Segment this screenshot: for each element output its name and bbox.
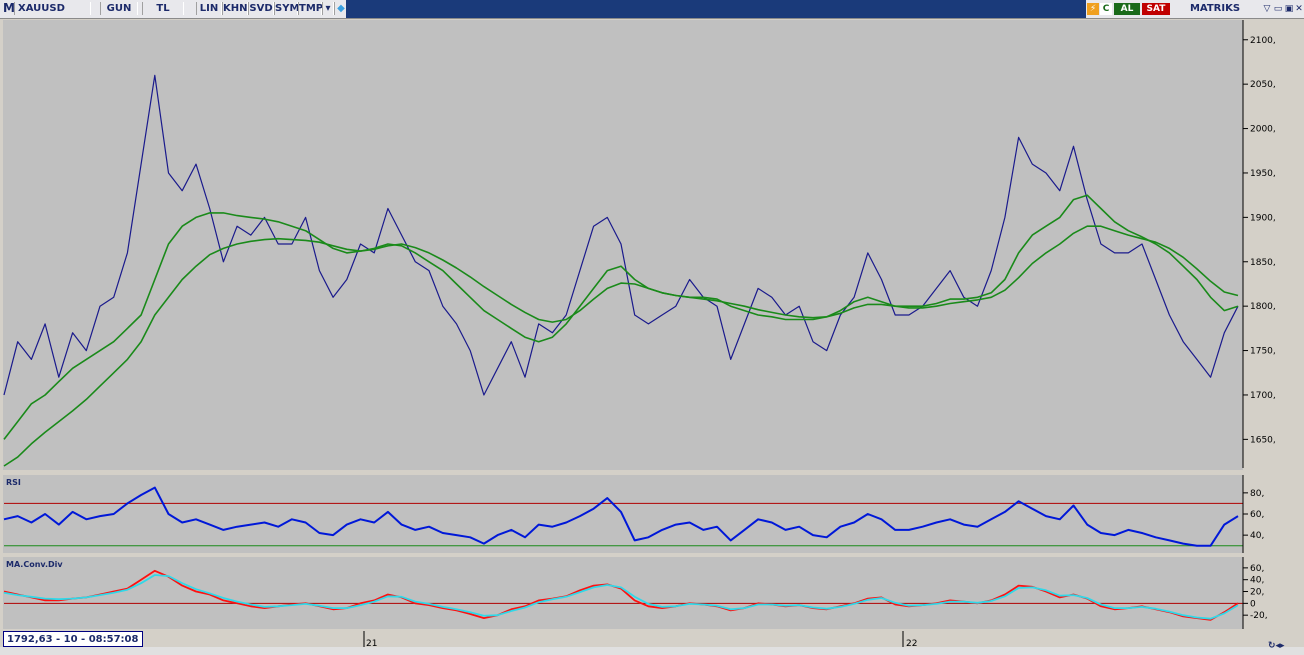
buy-button[interactable]: AL: [1114, 3, 1140, 15]
x-tick-22: 22: [906, 639, 917, 649]
period-button[interactable]: GUN: [100, 2, 138, 15]
title-bar: [346, 0, 1086, 18]
scroll-nav-icon[interactable]: ↻◂▸: [1268, 641, 1285, 651]
price-y-tick-label: 1650,: [1250, 435, 1276, 445]
price-y-tick-label: 2050,: [1250, 80, 1276, 90]
macd-y-tick-label: 40,: [1250, 576, 1264, 586]
macd-y-tick-label: 60,: [1250, 564, 1264, 574]
linear-button[interactable]: LIN: [196, 2, 222, 15]
c-button[interactable]: C: [1100, 3, 1112, 15]
restore-icon[interactable]: ▭: [1273, 4, 1283, 14]
macd-y-tick-label: 20,: [1250, 588, 1264, 598]
price-y-tick-label: 1900,: [1250, 213, 1276, 223]
khn-button[interactable]: KHN: [222, 2, 248, 15]
minimize-icon[interactable]: ▽: [1263, 4, 1271, 14]
x-tick-21: 21: [366, 639, 377, 649]
price-y-tick-label: 1800,: [1250, 302, 1276, 312]
macd-title: MA.Conv.Div: [6, 560, 63, 569]
tmp-button[interactable]: TMP: [298, 2, 324, 15]
price-series-0: [3, 74, 1239, 396]
brand-label: MATRIKS: [1189, 3, 1241, 14]
price-panel: [3, 20, 1243, 470]
sym-button[interactable]: SYM: [274, 2, 300, 15]
rsi-y-tick-label: 80,: [1250, 489, 1264, 499]
macd-series-1: [3, 574, 1239, 620]
maximize-icon[interactable]: ▣: [1284, 4, 1294, 14]
price-series-1: [3, 194, 1239, 440]
rsi-y-tick-label: 60,: [1250, 510, 1264, 520]
price-y-tick-label: 1950,: [1250, 169, 1276, 179]
rsi-y-tick-label: 40,: [1250, 531, 1264, 541]
currency-button[interactable]: TL: [142, 2, 184, 15]
top-toolbar: M XAUUSD GUN TL LIN KHN SVD SYM TMP ▾ ◆ …: [0, 0, 1304, 19]
app-logo[interactable]: M: [3, 1, 15, 15]
macd-series-0: [3, 569, 1239, 621]
price-y-tick-label: 1850,: [1250, 258, 1276, 268]
symbol-selector[interactable]: XAUUSD: [14, 2, 91, 15]
price-y-tick-label: 2100,: [1250, 36, 1276, 46]
rsi-series-0: [3, 486, 1239, 547]
symbol-label: XAUUSD: [18, 3, 65, 14]
price-y-tick-label: 2000,: [1250, 125, 1276, 135]
close-icon[interactable]: ✕: [1295, 4, 1303, 14]
price-readout: 1792,63 - 10 - 08:57:08: [3, 631, 143, 647]
macd-y-tick-label: -20,: [1250, 611, 1268, 621]
horizontal-scrollbar[interactable]: [0, 647, 1304, 655]
price-series-2: [3, 225, 1239, 467]
macd-y-tick-label: 0: [1250, 599, 1256, 609]
sell-button[interactable]: SAT: [1142, 3, 1170, 15]
flash-icon[interactable]: ⚡: [1087, 3, 1099, 15]
dropdown-arrow-icon[interactable]: ▾: [322, 2, 334, 15]
price-y-tick-label: 1700,: [1250, 391, 1276, 401]
rsi-title: RSI: [6, 478, 21, 487]
svd-button[interactable]: SVD: [248, 2, 274, 15]
price-y-tick-label: 1750,: [1250, 347, 1276, 357]
